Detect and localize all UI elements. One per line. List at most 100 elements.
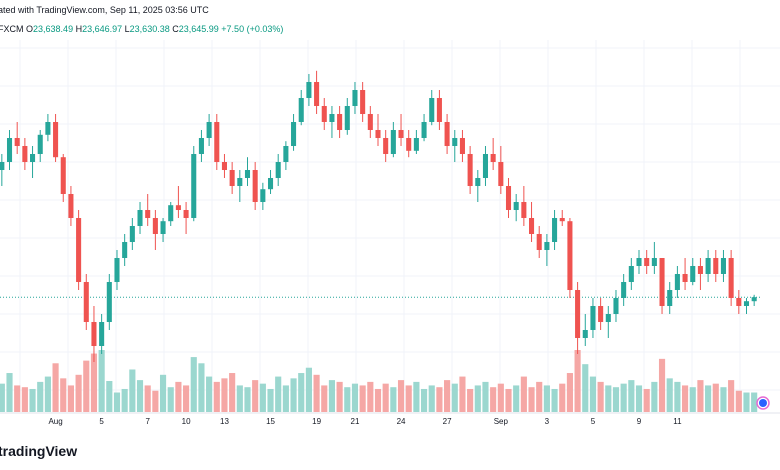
volume-bar [459,376,466,412]
chart-grid [0,40,780,412]
volume-bar [359,385,366,412]
volume-bar [682,385,689,412]
volume-bar [344,387,351,412]
candle-body [283,146,289,162]
volume-bar [167,387,174,412]
x-tick-label: 21 [351,417,360,426]
x-tick-label: 19 [312,417,321,426]
volume-bar [144,385,151,412]
candle-body [114,258,120,282]
candle-body [275,162,281,178]
candle-body [429,98,435,122]
volume-bar [589,376,597,412]
x-tick-label: 7 [145,417,150,426]
volume-bar [635,385,643,412]
volume-bar [374,388,382,412]
volume-bar [136,380,144,412]
close-value: 23,645.99 [178,24,219,34]
x-tick-label: 15 [266,417,275,426]
volume-bar [574,350,581,412]
tradingview-logo[interactable]: tradingView [0,443,78,459]
x-tick-label: Aug [48,417,62,426]
volume-bar [420,388,428,412]
candle-body [421,122,427,138]
volume-bar [520,376,527,412]
candle-body [682,274,688,282]
symbol-label: FXCM [0,24,24,34]
candle-body [674,274,680,290]
candle-body [590,306,596,330]
volume-bar [213,381,220,412]
chart-header: ated with TradingView.com, Sep 11, 2025 … [0,0,780,40]
candle-body [183,210,189,218]
volume-bar [351,383,359,412]
candle-body [743,301,750,306]
candle-body [498,162,504,186]
candle-body [76,218,82,282]
volume-bar [14,385,21,412]
candle-body [544,242,550,250]
candle-body [352,90,358,106]
candle-body [91,322,97,346]
volume-bar [6,373,13,412]
candle-body [467,154,473,186]
candle-body [168,205,174,222]
volume-bar [121,388,128,412]
x-tick-label: 3 [545,417,550,426]
volume-bar [321,385,328,412]
candle-body [314,82,320,106]
volume-bar [390,387,397,412]
volume-bar [582,364,589,412]
candle-body [598,306,604,322]
candle-body [206,122,212,138]
volume-bar [536,381,543,412]
volume-bar [705,385,712,412]
candle-body [22,146,28,162]
volume-bar [728,380,735,412]
volume-bar [0,383,5,412]
x-tick-label: 10 [182,417,191,426]
chart-settings-button[interactable] [756,396,770,410]
volume-bar [282,385,289,412]
x-tick-label: 5 [591,417,596,426]
volume-bar [413,381,420,412]
candle-body [559,218,565,222]
volume-bar [467,388,474,412]
volume-bar [597,381,604,412]
x-tick-label: 11 [673,417,682,426]
high-label: H [75,24,83,34]
volume-bar [52,363,59,412]
volume-bar [21,387,28,412]
candle-body [651,258,657,266]
high-value: 23,646.97 [82,24,123,34]
volume-bar [290,378,297,412]
candles [0,70,757,362]
volume-bar [152,390,159,412]
volume-bar [751,392,758,412]
volume-bar [106,381,113,412]
candle-body [198,138,204,154]
candle-body [122,242,128,258]
volume-bar [244,387,251,412]
volume-bar [689,387,696,412]
candle-body [221,162,227,170]
volume-bar [436,387,443,412]
candle-body [521,202,527,218]
volume-bar [444,380,451,412]
candle-body [191,154,197,218]
x-tick-label: 13 [220,417,229,426]
candle-body [667,290,673,306]
volume-bar [129,369,136,412]
volume-bar [313,374,320,412]
candle-body [552,218,558,242]
candle-body [536,234,542,250]
candle-body [736,298,742,306]
candle-body [83,282,89,322]
candle-body [628,266,634,282]
volume-bar [551,388,558,412]
candle-body [267,178,274,190]
volume-bar [83,360,90,412]
open-label: O [26,24,34,34]
volume-bar [482,381,489,412]
